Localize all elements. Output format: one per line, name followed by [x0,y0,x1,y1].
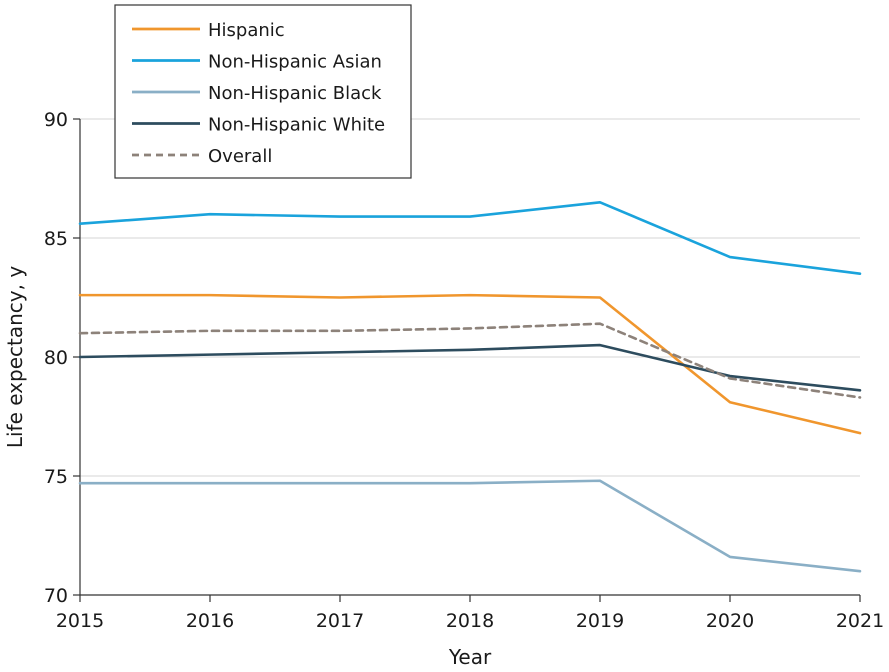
y-tick-label-75: 75 [44,466,68,488]
series-line-non-hispanic-asian [78,201,862,276]
y-tick-label-80: 80 [44,347,68,369]
x-tick-label-2015: 2015 [56,610,104,632]
series-line-overall [78,322,862,399]
x-tick-label-2016: 2016 [186,610,234,632]
x-tick-label-2019: 2019 [576,610,624,632]
legend-label-non-hispanic-asian: Non-Hispanic Asian [208,52,382,73]
y-tick-label-90: 90 [44,109,68,131]
legend-label-overall: Overall [208,146,272,167]
x-axis-title: Year [448,645,492,669]
y-tick-label-70: 70 [44,585,68,607]
series-lines [78,201,862,573]
x-tick-label-2020: 2020 [706,610,754,632]
series-line-non-hispanic-black [78,479,862,573]
legend: Hispanic Non-Hispanic Asian Non-Hispanic B… [114,4,412,179]
y-tick-label-85: 85 [44,228,68,250]
y-axis-title: Life expectancy, y [3,266,27,449]
legend-label-non-hispanic-black: Non-Hispanic Black [208,83,382,104]
x-tick-label-2018: 2018 [446,610,494,632]
legend-label-hispanic: Hispanic [208,20,285,41]
gridlines [80,118,860,596]
axes: 70 75 80 85 90 2015 2016 2017 2018 2019 2020 2021 Ye… [3,109,884,669]
legend-label-non-hispanic-white: Non-Hispanic White [208,115,385,136]
series-line-non-hispanic-white [78,343,862,392]
x-tick-label-2021: 2021 [836,610,884,632]
x-tick-label-2017: 2017 [316,610,364,632]
series-line-hispanic [78,293,862,435]
